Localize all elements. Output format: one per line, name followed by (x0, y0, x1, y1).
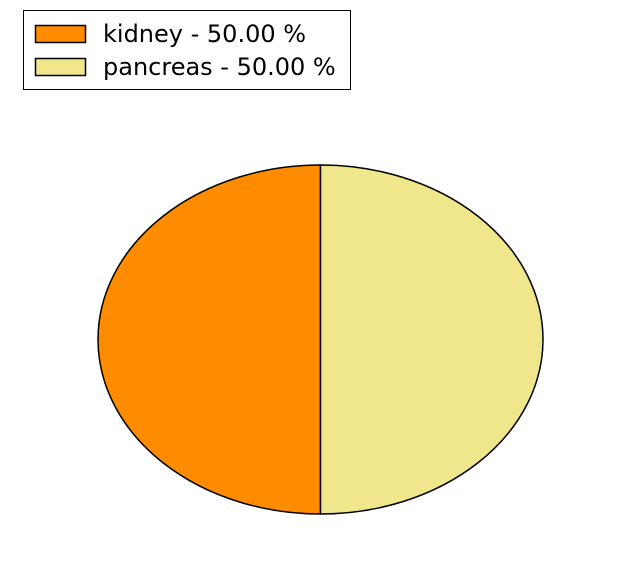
legend-label-pancreas: pancreas - 50.00 % (103, 52, 336, 81)
legend-swatch-kidney (34, 24, 87, 43)
legend-item-pancreas: pancreas - 50.00 % (34, 50, 336, 83)
legend-swatch-pancreas (34, 57, 87, 76)
pie-slice-kidney (97, 164, 322, 515)
legend-label-kidney: kidney - 50.00 % (103, 19, 307, 48)
legend-item-kidney: kidney - 50.00 % (34, 17, 336, 50)
legend: kidney - 50.00 % pancreas - 50.00 % (23, 10, 351, 90)
pie-slice-pancreas (319, 164, 544, 515)
